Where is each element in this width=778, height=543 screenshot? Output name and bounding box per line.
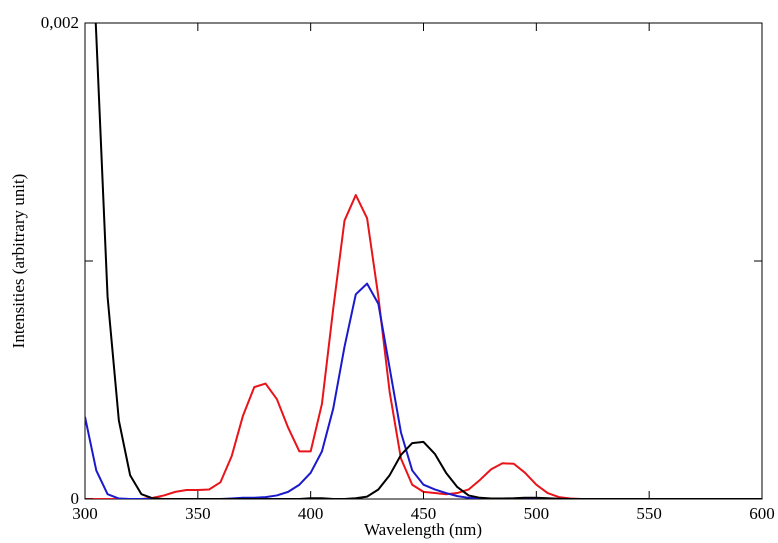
- x-tick-label: 400: [298, 504, 324, 523]
- x-tick-label: 350: [185, 504, 211, 523]
- x-axis-label: Wavelength (nm): [364, 520, 482, 539]
- x-tick-label: 450: [411, 504, 437, 523]
- y-tick-label: 0,002: [41, 13, 79, 32]
- y-tick-label: 0: [71, 489, 80, 508]
- plot-lines: [85, 23, 762, 499]
- series-line: [94, 23, 762, 499]
- x-tick-label: 550: [636, 504, 662, 523]
- series-line: [85, 282, 762, 499]
- x-tick-label: 600: [749, 504, 775, 523]
- plot-frame: [84, 22, 763, 500]
- x-tick-label: 500: [524, 504, 550, 523]
- series-line: [85, 194, 762, 499]
- x-tick-label: 300: [72, 504, 98, 523]
- y-axis-label: Intensities (arbitrary unit): [9, 174, 28, 349]
